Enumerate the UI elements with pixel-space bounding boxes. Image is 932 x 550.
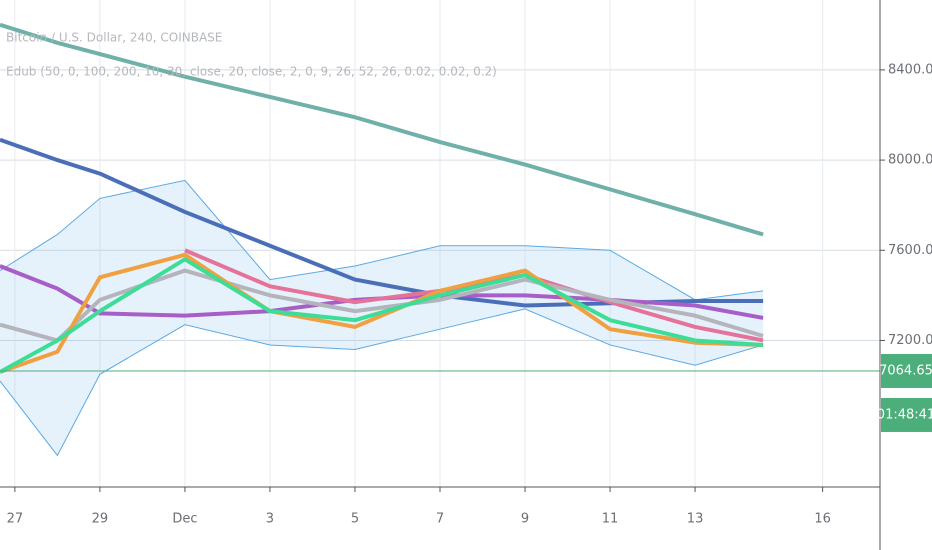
x-tick-label: 11 (602, 512, 619, 527)
x-tick-label: 13 (687, 512, 704, 527)
x-tick-label: 9 (521, 512, 529, 527)
y-tick-label: 7600.00 (888, 243, 932, 258)
symbol-title: Bitcoin / U.S. Dollar, 240, COINBASE (6, 31, 222, 45)
ma-line (184, 248, 764, 343)
price-label-box (881, 353, 932, 388)
x-tick-label: 5 (351, 512, 359, 527)
x-tick-label: 3 (266, 512, 274, 527)
plot-area (0, 0, 880, 487)
countdown-box (881, 397, 932, 432)
x-tick-label: Dec (172, 512, 197, 527)
ma-line (0, 252, 764, 374)
band-lower (0, 308, 764, 457)
x-tick-label: 16 (814, 512, 831, 527)
y-tick-label: 7200.00 (888, 333, 932, 348)
x-tick-label: 27 (7, 512, 24, 527)
band-upper (0, 179, 764, 301)
ma-line (0, 268, 764, 343)
indicator-title: Edub (50, 0, 100, 200, 10, 30, close, 20… (6, 65, 497, 79)
x-tick-label: 29 (92, 512, 109, 527)
ma-line (0, 22, 764, 237)
y-tick-label: 8000.00 (888, 153, 932, 168)
ma-line (0, 257, 764, 374)
countdown: 01:48:41 (877, 407, 932, 422)
y-tick-label: 8400.00 (888, 62, 932, 77)
price-label: 7064.65 (879, 363, 932, 378)
x-tick-label: 7 (436, 512, 444, 527)
band-area (0, 180, 764, 456)
